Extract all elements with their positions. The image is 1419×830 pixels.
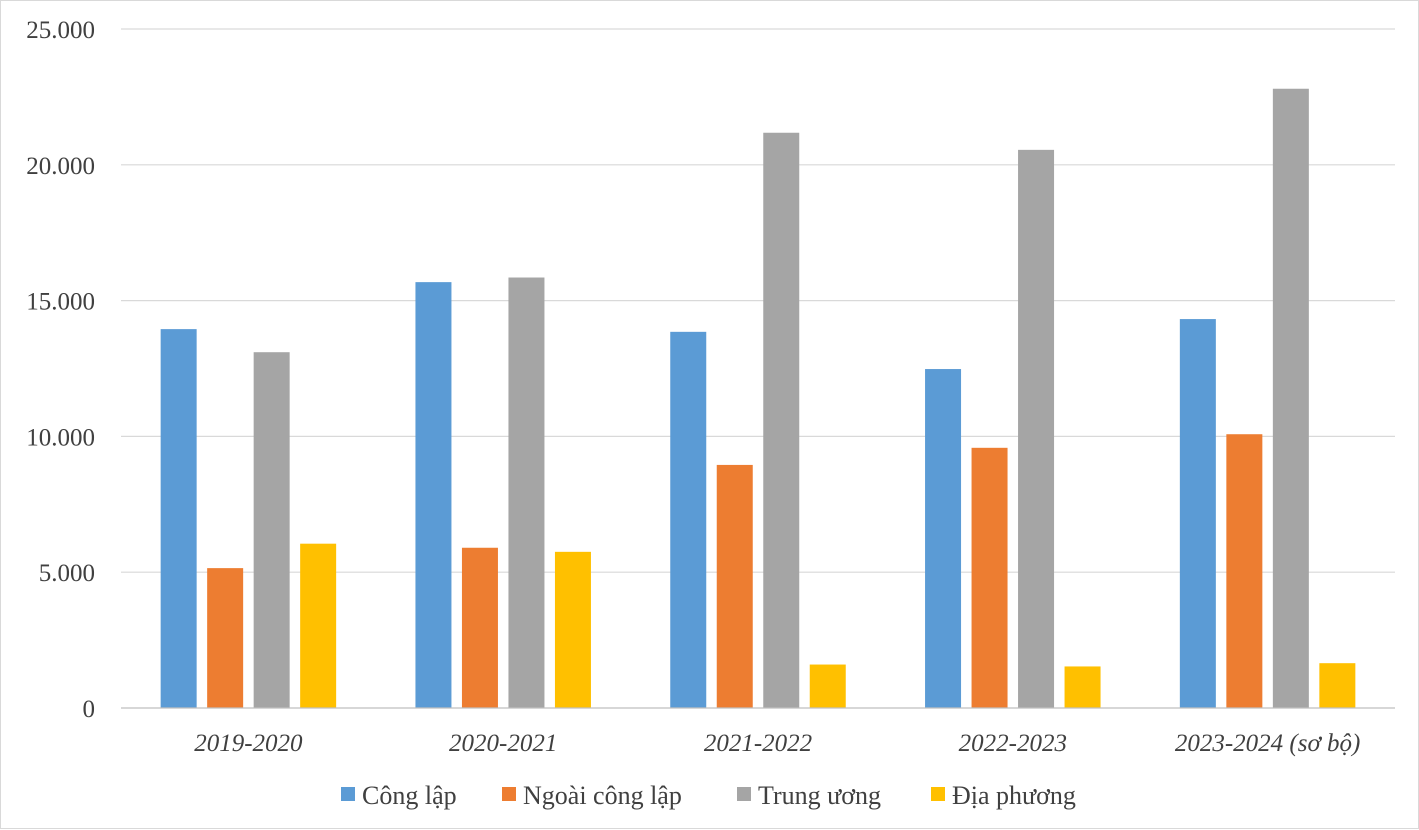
- bar: [160, 329, 197, 708]
- legend-swatch: [737, 787, 751, 801]
- bar: [300, 543, 337, 708]
- bar: [763, 132, 800, 708]
- legend-swatch: [341, 787, 355, 801]
- bar: [925, 369, 962, 708]
- y-axis-ticks: 0 5.000 10.000 15.000 20.000 25.000: [26, 17, 95, 723]
- legend-label: Trung ương: [758, 781, 881, 810]
- y-tick-label: 10.000: [26, 424, 95, 451]
- legend-label: Ngoài công lập: [523, 781, 682, 810]
- bar: [1226, 434, 1263, 708]
- bar: [1319, 663, 1356, 708]
- y-tick-label: 20.000: [26, 153, 95, 180]
- bar: [1064, 666, 1101, 708]
- y-tick-label: 0: [83, 696, 96, 723]
- bar: [461, 547, 498, 708]
- x-category-label: 2023-2024 (sơ bộ): [1175, 730, 1361, 757]
- legend-swatch: [502, 787, 516, 801]
- y-tick-label: 15.000: [26, 289, 95, 316]
- legend-swatch: [931, 787, 945, 801]
- legend-label: Địa phương: [952, 781, 1076, 810]
- bar: [1179, 319, 1216, 708]
- bar: [508, 277, 545, 708]
- bar: [971, 447, 1008, 708]
- bar: [554, 551, 591, 708]
- bar: [253, 352, 290, 708]
- bar: [1018, 149, 1055, 708]
- bar: [670, 331, 707, 708]
- bars: [160, 88, 1356, 708]
- legend: Công lập Ngoài công lập Trung ương Địa phươ…: [341, 781, 1076, 810]
- bar: [207, 568, 244, 708]
- bar: [716, 464, 753, 708]
- legend-label: Công lập: [362, 781, 457, 810]
- bar: [809, 664, 846, 708]
- y-tick-label: 5.000: [39, 560, 95, 587]
- bar: [1272, 88, 1309, 708]
- x-category-label: 2022-2023: [959, 730, 1067, 757]
- bar: [415, 282, 452, 708]
- x-category-label: 2020-2021: [449, 730, 557, 757]
- x-category-label: 2021-2022: [704, 730, 812, 757]
- y-tick-label: 25.000: [26, 17, 95, 44]
- x-axis-categories: 2019-2020 2020-2021 2021-2022 2022-2023 2023…: [194, 730, 1360, 757]
- x-category-label: 2019-2020: [194, 730, 303, 757]
